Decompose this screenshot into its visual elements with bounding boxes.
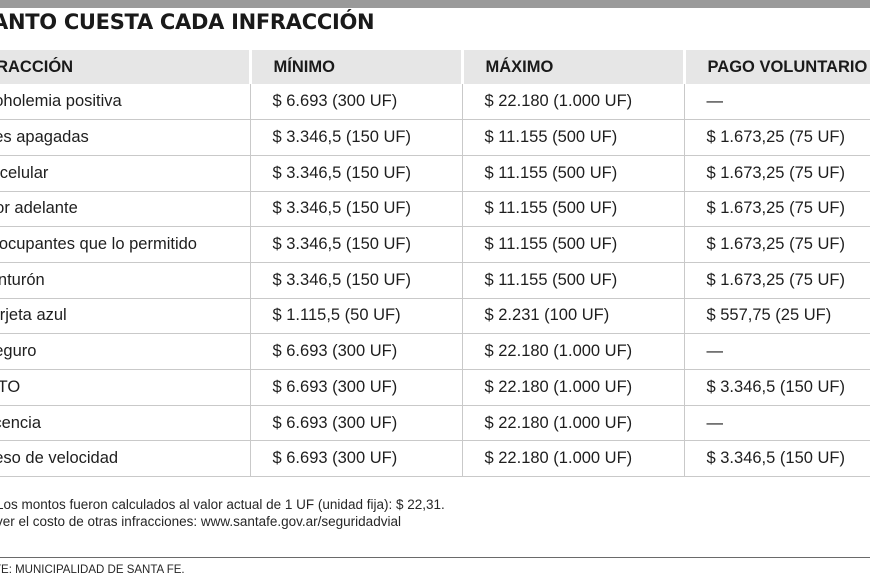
table-row: RTO$ 6.693 (300 UF)$ 22.180 (1.000 UF)$ … bbox=[0, 369, 870, 406]
cell-infraccion: ces apagadas bbox=[0, 119, 250, 156]
cell-maximo: $ 22.180 (1.000 UF) bbox=[461, 333, 684, 370]
cell-minimo: $ 6.693 (300 UF) bbox=[249, 84, 462, 121]
cell-infraccion: RTO bbox=[0, 369, 250, 406]
cell-maximo: $ 11.155 (500 UF) bbox=[461, 155, 684, 192]
footnote-website: ver el costo de otras infracciones: www.… bbox=[0, 514, 401, 529]
cell-infraccion: s ocupantes que lo permitido bbox=[0, 226, 250, 263]
cell-infraccion: tarjeta azul bbox=[0, 298, 250, 335]
cell-pago-voluntario: $ 1.673,25 (75 UF) bbox=[683, 191, 870, 228]
table-row: nor adelante$ 3.346,5 (150 UF)$ 11.155 (… bbox=[0, 191, 870, 228]
cell-minimo: $ 6.693 (300 UF) bbox=[249, 333, 462, 370]
footnotes: Los montos fueron calculados al valor ac… bbox=[0, 496, 445, 530]
table-row: seguro$ 6.693 (300 UF)$ 22.180 (1.000 UF… bbox=[0, 333, 870, 370]
cell-minimo: $ 6.693 (300 UF) bbox=[249, 405, 462, 442]
cell-minimo: $ 3.346,5 (150 UF) bbox=[249, 262, 462, 299]
table-row: cinturón$ 3.346,5 (150 UF)$ 11.155 (500 … bbox=[0, 262, 870, 299]
table-row: ceso de velocidad$ 6.693 (300 UF)$ 22.18… bbox=[0, 440, 870, 478]
cell-infraccion: cinturón bbox=[0, 262, 250, 299]
header-maximo: MÁXIMO bbox=[460, 50, 684, 84]
cell-pago-voluntario: $ 3.346,5 (150 UF) bbox=[683, 369, 870, 406]
table-row: o celular$ 3.346,5 (150 UF)$ 11.155 (500… bbox=[0, 155, 870, 192]
cell-maximo: $ 11.155 (500 UF) bbox=[461, 119, 684, 156]
header-minimo: MÍNIMO bbox=[248, 50, 462, 84]
cell-infraccion: licencia bbox=[0, 405, 250, 442]
page-title: ANTO CUESTA CADA INFRACCIÓN bbox=[0, 10, 375, 34]
cell-infraccion: coholemia positiva bbox=[0, 84, 250, 121]
cell-minimo: $ 3.346,5 (150 UF) bbox=[249, 119, 462, 156]
cell-maximo: $ 22.180 (1.000 UF) bbox=[461, 369, 684, 406]
cell-pago-voluntario: $ 1.673,25 (75 UF) bbox=[683, 262, 870, 299]
cell-minimo: $ 3.346,5 (150 UF) bbox=[249, 226, 462, 263]
cell-infraccion: nor adelante bbox=[0, 191, 250, 228]
cell-infraccion: seguro bbox=[0, 333, 250, 370]
table-row: s ocupantes que lo permitido $ 3.346,5 (1… bbox=[0, 226, 870, 263]
cell-maximo: $ 11.155 (500 UF) bbox=[461, 262, 684, 299]
fines-table: FRACCIÓN MÍNIMO MÁXIMO PAGO VOLUNTARIO c… bbox=[0, 50, 870, 478]
divider bbox=[0, 557, 870, 558]
table-header-row: FRACCIÓN MÍNIMO MÁXIMO PAGO VOLUNTARIO bbox=[0, 50, 870, 84]
cell-infraccion: o celular bbox=[0, 155, 250, 192]
cell-minimo: $ 3.346,5 (150 UF) bbox=[249, 155, 462, 192]
cell-maximo: $ 11.155 (500 UF) bbox=[461, 191, 684, 228]
cell-pago-voluntario: $ 3.346,5 (150 UF) bbox=[683, 440, 870, 478]
cell-pago-voluntario: — bbox=[683, 405, 870, 442]
table-row: tarjeta azul$ 1.115,5 (50 UF)$ 2.231 (10… bbox=[0, 298, 870, 335]
cell-maximo: $ 22.180 (1.000 UF) bbox=[461, 405, 684, 442]
table-row: licencia$ 6.693 (300 UF)$ 22.180 (1.000 … bbox=[0, 405, 870, 442]
cell-pago-voluntario: — bbox=[683, 333, 870, 370]
cell-maximo: $ 22.180 (1.000 UF) bbox=[461, 84, 684, 121]
header-infraccion: FRACCIÓN bbox=[0, 50, 250, 84]
cell-pago-voluntario: — bbox=[683, 84, 870, 121]
cell-infraccion: ceso de velocidad bbox=[0, 440, 250, 478]
footnote-uf-value: Los montos fueron calculados al valor ac… bbox=[0, 497, 445, 512]
cell-maximo: $ 22.180 (1.000 UF) bbox=[461, 440, 684, 478]
cell-pago-voluntario: $ 1.673,25 (75 UF) bbox=[683, 155, 870, 192]
cell-minimo: $ 6.693 (300 UF) bbox=[249, 369, 462, 406]
cell-minimo: $ 3.346,5 (150 UF) bbox=[249, 191, 462, 228]
cell-maximo: $ 11.155 (500 UF) bbox=[461, 226, 684, 263]
cell-maximo: $ 2.231 (100 UF) bbox=[461, 298, 684, 335]
table-body: coholemia positiva$ 6.693 (300 UF)$ 22.1… bbox=[0, 84, 870, 478]
cell-pago-voluntario: $ 1.673,25 (75 UF) bbox=[683, 119, 870, 156]
cell-minimo: $ 6.693 (300 UF) bbox=[249, 440, 462, 478]
header-pago-voluntario: PAGO VOLUNTARIO bbox=[682, 50, 870, 84]
source-credit: TE: MUNICIPALIDAD DE SANTA FE. bbox=[0, 564, 185, 576]
cell-pago-voluntario: $ 557,75 (25 UF) bbox=[683, 298, 870, 335]
cell-minimo: $ 1.115,5 (50 UF) bbox=[249, 298, 462, 335]
table-row: ces apagadas$ 3.346,5 (150 UF)$ 11.155 (… bbox=[0, 119, 870, 156]
top-bar bbox=[0, 0, 870, 8]
cell-pago-voluntario: $ 1.673,25 (75 UF) bbox=[683, 226, 870, 263]
table-row: coholemia positiva$ 6.693 (300 UF)$ 22.1… bbox=[0, 84, 870, 121]
